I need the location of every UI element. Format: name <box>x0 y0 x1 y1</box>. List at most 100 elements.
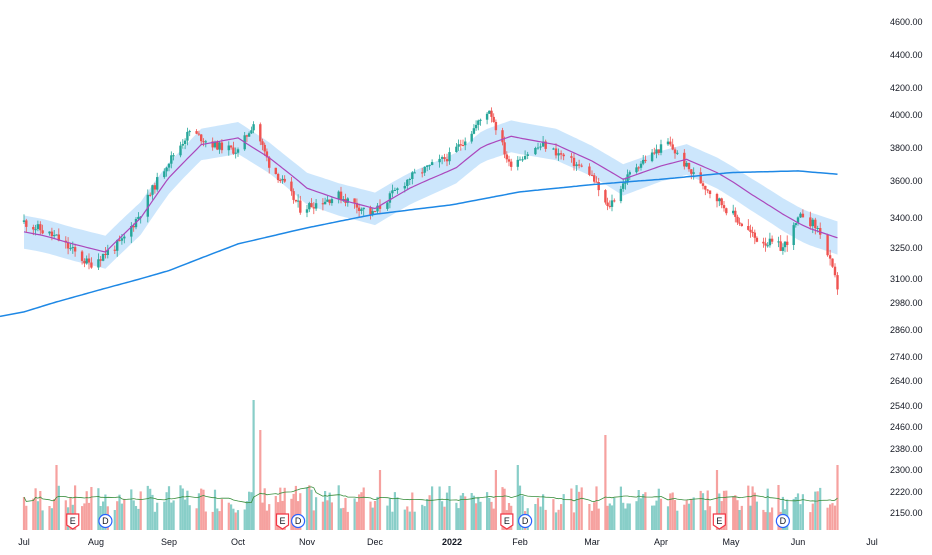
volume-bar <box>659 498 663 530</box>
candle-body <box>227 145 230 151</box>
candle-body <box>346 198 349 203</box>
candle <box>809 211 812 230</box>
dividend-marker[interactable]: D <box>775 513 790 529</box>
candle-body <box>457 144 460 147</box>
earnings-label: E <box>504 516 510 526</box>
dividend-marker[interactable]: D <box>518 513 533 529</box>
volume-bar <box>250 492 253 530</box>
candle-body <box>779 241 782 251</box>
candle-body <box>274 167 277 174</box>
candle-body <box>628 172 631 175</box>
candle <box>200 134 203 146</box>
candle <box>777 236 780 248</box>
candle-body <box>673 149 677 154</box>
candle-body <box>369 207 372 215</box>
candle <box>505 151 508 163</box>
candle-body <box>685 162 688 167</box>
volume-bar <box>676 510 679 530</box>
price-tick-label: 3600.00 <box>890 176 923 186</box>
candle-body <box>87 258 91 263</box>
candle <box>188 129 191 137</box>
candle-body <box>676 152 679 154</box>
candle-body <box>116 240 119 251</box>
volume-bar <box>443 506 446 530</box>
time-tick-label: Nov <box>299 537 316 547</box>
candle <box>747 219 750 231</box>
candle-body <box>666 141 670 145</box>
earnings-marker[interactable]: E <box>500 513 514 530</box>
volume-bar <box>426 499 429 530</box>
dividend-marker[interactable]: D <box>98 513 113 529</box>
dividend-marker[interactable]: D <box>290 513 306 529</box>
candle-body <box>50 231 54 237</box>
volume-bar <box>151 494 154 530</box>
candle-body <box>292 191 295 200</box>
volume-bar <box>146 485 149 530</box>
candle <box>276 172 280 183</box>
candle-body <box>213 141 217 148</box>
volume-bar <box>766 488 769 530</box>
candle <box>299 195 302 215</box>
candle <box>474 120 478 131</box>
candle-body <box>722 205 726 209</box>
volume-bar <box>149 488 152 530</box>
volume-bar <box>624 508 627 530</box>
volume-bar <box>457 508 460 530</box>
candle-body <box>762 241 765 244</box>
candle-body <box>816 228 819 229</box>
candle-body <box>659 144 663 153</box>
earnings-marker[interactable]: E <box>712 513 726 530</box>
dividend-label: D <box>102 516 109 526</box>
candle-body <box>507 159 511 162</box>
volume-bar <box>134 506 138 530</box>
volume-bar <box>283 487 286 530</box>
volume-bar <box>243 509 246 530</box>
time-axis[interactable]: Jul Aug Sep Oct Nov Dec 2022 Feb Mar Apr May Jun Jul <box>18 537 878 547</box>
volume-bar <box>236 510 240 530</box>
volume-bar <box>637 490 640 530</box>
candle-body <box>163 171 166 178</box>
volume-bar <box>153 511 156 530</box>
earnings-marker[interactable]: E <box>66 513 80 530</box>
candle-body <box>97 259 100 268</box>
candle <box>736 214 739 225</box>
candle <box>229 145 233 150</box>
candle-body <box>521 159 524 161</box>
volume-bar <box>41 510 44 530</box>
price-axis[interactable]: 4600.00 4400.00 4200.00 4000.00 3800.00 3600.… <box>890 17 923 518</box>
volume-bar <box>809 512 812 530</box>
volume-bar <box>816 491 819 530</box>
candle <box>116 239 119 257</box>
candle-body <box>396 188 399 190</box>
candle <box>165 166 168 177</box>
candle <box>510 158 513 171</box>
candle-body <box>90 262 93 268</box>
volume-bar <box>448 486 451 530</box>
candle-body <box>781 247 785 251</box>
volume-bar <box>393 492 396 530</box>
volume-bar <box>369 501 372 530</box>
earnings-marker[interactable]: E <box>275 513 290 530</box>
time-tick-label: Mar <box>584 537 600 547</box>
volume-average-line <box>23 486 838 504</box>
candle <box>263 142 266 156</box>
candle <box>386 201 389 211</box>
volume-bar <box>669 493 672 530</box>
time-tick-label: Jul <box>18 537 30 547</box>
candle <box>250 126 253 134</box>
candle <box>659 139 663 156</box>
candle-body <box>312 207 315 209</box>
candle <box>234 147 237 159</box>
candle <box>539 143 542 151</box>
time-tick-label: Feb <box>512 537 528 547</box>
candle-body <box>204 141 207 143</box>
volume-bar <box>197 493 200 530</box>
candle-body <box>83 260 86 264</box>
candle <box>593 173 596 184</box>
volume-bar <box>290 498 293 530</box>
candle <box>811 217 814 234</box>
volume-bar <box>274 496 277 530</box>
